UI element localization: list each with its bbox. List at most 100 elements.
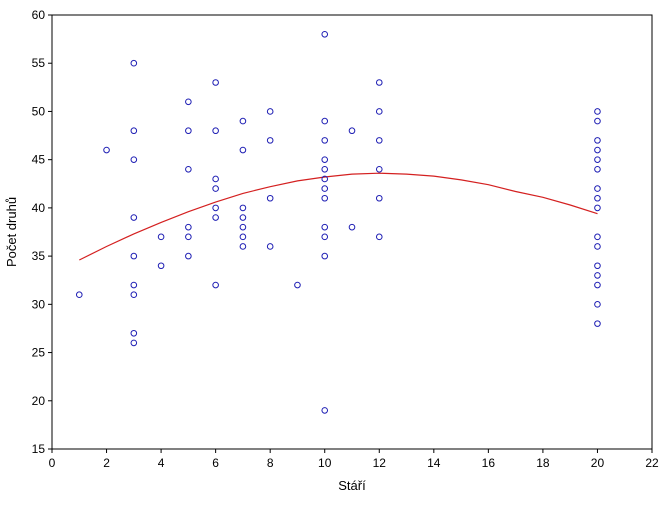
- data-point: [130, 291, 138, 298]
- data-point: [185, 98, 192, 106]
- data-point: [130, 281, 138, 289]
- data-point: [157, 233, 165, 241]
- data-point: [212, 175, 219, 183]
- y-tick-label: 50: [32, 104, 46, 118]
- data-point: [239, 146, 247, 154]
- data-point: [594, 185, 601, 192]
- data-point: [239, 233, 247, 241]
- fit-curve-line: [79, 172, 598, 261]
- data-point: [130, 127, 138, 135]
- data-point: [239, 204, 247, 212]
- x-tick-label: 22: [645, 456, 659, 470]
- data-point: [594, 156, 601, 163]
- x-axis-ticks: 0 2 4 6 8 10 12 14 16 18 20 22: [49, 449, 659, 470]
- data-point: [75, 291, 83, 298]
- data-point: [321, 175, 329, 183]
- data-point: [594, 166, 601, 173]
- data-point: [348, 223, 356, 231]
- data-point: [130, 329, 138, 337]
- data-point: [239, 117, 247, 125]
- y-tick-label: 15: [32, 442, 46, 456]
- data-point: [212, 214, 219, 221]
- data-point: [212, 185, 219, 192]
- data-point: [348, 127, 356, 135]
- data-point: [130, 214, 138, 221]
- y-tick-label: 20: [32, 394, 46, 408]
- x-tick-label: 2: [103, 456, 110, 470]
- data-point: [185, 252, 192, 260]
- data-point: [321, 117, 329, 125]
- data-point: [321, 166, 329, 173]
- y-tick-label: 40: [32, 201, 46, 215]
- data-point: [239, 243, 247, 250]
- data-points-group: [75, 30, 601, 414]
- data-point: [266, 137, 274, 144]
- data-point: [266, 194, 274, 202]
- x-tick-label: 4: [158, 456, 165, 470]
- data-point: [594, 281, 601, 289]
- data-point: [594, 272, 601, 279]
- data-point: [594, 117, 601, 125]
- data-point: [321, 185, 329, 192]
- y-tick-label: 60: [32, 8, 46, 22]
- data-point: [594, 194, 601, 202]
- data-point: [375, 108, 383, 115]
- y-tick-label: 25: [32, 346, 46, 360]
- data-point: [130, 156, 138, 163]
- data-point: [594, 204, 601, 212]
- data-point: [321, 407, 329, 414]
- x-tick-label: 18: [536, 456, 550, 470]
- data-point: [321, 156, 329, 163]
- x-tick-label: 10: [318, 456, 332, 470]
- data-point: [212, 79, 219, 86]
- data-point: [375, 137, 383, 144]
- data-point: [212, 204, 219, 212]
- data-point: [185, 166, 192, 173]
- data-point: [130, 339, 138, 347]
- x-tick-label: 16: [482, 456, 496, 470]
- data-point: [594, 233, 601, 241]
- x-tick-label: 8: [267, 456, 274, 470]
- data-point: [375, 79, 383, 86]
- data-point: [239, 223, 247, 231]
- data-point: [594, 146, 601, 154]
- data-point: [212, 281, 219, 289]
- data-point: [594, 262, 601, 270]
- plot-frame: [51, 14, 653, 450]
- y-axis-label: Počet druhů: [4, 197, 19, 267]
- data-point: [375, 166, 383, 173]
- data-point: [321, 30, 329, 38]
- data-point: [321, 233, 329, 241]
- data-point: [185, 233, 192, 241]
- data-point: [130, 252, 138, 260]
- data-point: [103, 146, 110, 154]
- x-tick-label: 12: [373, 456, 387, 470]
- x-tick-label: 6: [212, 456, 219, 470]
- y-tick-label: 45: [32, 153, 46, 167]
- data-point: [375, 233, 383, 241]
- x-tick-label: 14: [427, 456, 441, 470]
- y-tick-label: 30: [32, 297, 46, 311]
- y-axis-ticks: 15 20 25 30 35 40 45 50 55 60: [32, 8, 52, 456]
- data-point: [375, 194, 383, 202]
- x-tick-label: 0: [49, 456, 56, 470]
- data-point: [130, 59, 138, 67]
- data-point: [239, 214, 247, 221]
- data-point: [594, 301, 601, 308]
- data-point: [594, 243, 601, 250]
- data-point: [321, 137, 329, 144]
- x-tick-label: 20: [591, 456, 605, 470]
- fit-curve-group: [79, 172, 598, 261]
- y-tick-label: 55: [32, 56, 46, 70]
- data-point: [294, 281, 301, 289]
- data-point: [266, 243, 274, 250]
- data-point: [321, 194, 329, 202]
- data-point: [594, 137, 601, 144]
- data-point: [266, 108, 274, 115]
- y-tick-label: 35: [32, 249, 46, 263]
- data-point: [157, 262, 165, 270]
- x-axis-label: Stáří: [338, 478, 366, 493]
- data-point: [321, 223, 329, 231]
